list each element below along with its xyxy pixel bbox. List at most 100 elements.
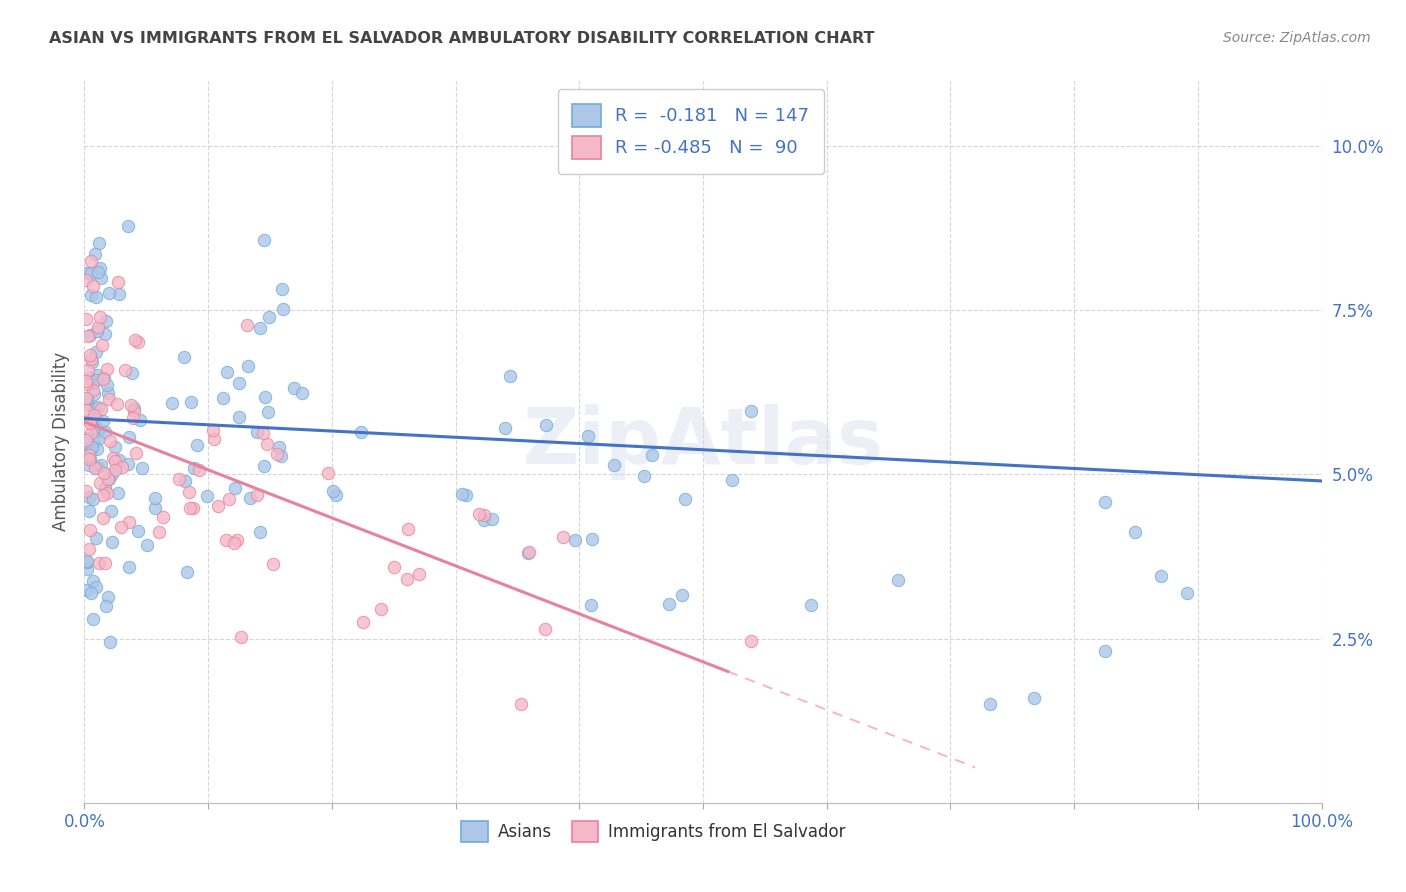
Point	[118, 430, 141, 444]
Point	[118, 559, 141, 574]
Point	[87, 400, 110, 414]
Point	[127, 334, 149, 349]
Point	[80, 287, 103, 301]
Point	[474, 508, 496, 523]
Point	[129, 413, 152, 427]
Point	[214, 533, 236, 548]
Point	[84, 290, 107, 304]
Point	[231, 630, 253, 644]
Point	[322, 483, 344, 498]
Point	[98, 392, 121, 406]
Point	[395, 572, 418, 586]
Point	[1022, 690, 1045, 705]
Point	[195, 489, 218, 503]
Point	[131, 461, 153, 475]
Point	[454, 488, 477, 502]
Point	[94, 481, 117, 495]
Point	[108, 452, 131, 467]
Text: ZipAtlas: ZipAtlas	[523, 403, 883, 480]
Point	[633, 468, 655, 483]
Point	[1175, 586, 1198, 600]
Point	[77, 490, 100, 504]
Point	[396, 522, 419, 536]
Point	[75, 311, 97, 326]
Point	[76, 448, 98, 462]
Point	[576, 429, 599, 443]
Point	[98, 634, 121, 648]
Point	[370, 601, 392, 615]
Point	[79, 444, 101, 458]
Point	[494, 421, 516, 435]
Point	[96, 377, 118, 392]
Point	[84, 461, 107, 475]
Point	[75, 374, 97, 388]
Point	[125, 446, 148, 460]
Point	[212, 392, 235, 406]
Point	[246, 425, 269, 440]
Point	[86, 423, 108, 437]
Point	[82, 279, 104, 293]
Point	[77, 363, 100, 377]
Point	[76, 446, 98, 460]
Point	[77, 413, 100, 427]
Point	[77, 397, 100, 411]
Point	[93, 510, 115, 524]
Point	[352, 615, 374, 630]
Point	[75, 273, 97, 287]
Point	[79, 348, 101, 362]
Point	[79, 523, 101, 537]
Point	[89, 310, 111, 325]
Point	[93, 371, 115, 385]
Point	[253, 458, 276, 473]
Point	[979, 697, 1001, 711]
Point	[100, 535, 122, 549]
Point	[76, 450, 98, 464]
Point	[122, 410, 145, 425]
Point	[75, 403, 97, 417]
Point	[76, 582, 98, 597]
Point	[75, 434, 97, 448]
Point	[110, 460, 132, 475]
Point	[110, 520, 132, 534]
Point	[96, 485, 118, 500]
Point	[86, 324, 108, 338]
Point	[76, 266, 98, 280]
Point	[173, 350, 195, 364]
Legend: Asians, Immigrants from El Salvador: Asians, Immigrants from El Salvador	[454, 814, 852, 848]
Point	[201, 423, 224, 437]
Point	[91, 488, 114, 502]
Point	[252, 425, 274, 440]
Point	[152, 509, 174, 524]
Point	[246, 488, 269, 502]
Point	[93, 556, 115, 570]
Point	[98, 472, 121, 486]
Point	[350, 425, 373, 439]
Point	[481, 512, 503, 526]
Point	[249, 524, 271, 539]
Point	[1094, 644, 1116, 658]
Point	[97, 590, 120, 604]
Point	[100, 504, 122, 518]
Point	[253, 233, 276, 247]
Point	[82, 491, 104, 506]
Point	[498, 369, 520, 384]
Point	[183, 460, 205, 475]
Point	[91, 338, 114, 352]
Point	[104, 463, 127, 477]
Point	[79, 416, 101, 430]
Point	[86, 442, 108, 457]
Point	[84, 580, 107, 594]
Point	[266, 447, 288, 461]
Point	[254, 390, 277, 404]
Point	[721, 474, 744, 488]
Point	[451, 486, 474, 500]
Point	[673, 492, 696, 507]
Point	[79, 328, 101, 343]
Point	[90, 402, 112, 417]
Point	[536, 418, 558, 433]
Point	[86, 374, 108, 388]
Point	[82, 383, 104, 397]
Text: ASIAN VS IMMIGRANTS FROM EL SALVADOR AMBULATORY DISABILITY CORRELATION CHART: ASIAN VS IMMIGRANTS FROM EL SALVADOR AMB…	[49, 31, 875, 46]
Point	[135, 538, 157, 552]
Point	[202, 433, 225, 447]
